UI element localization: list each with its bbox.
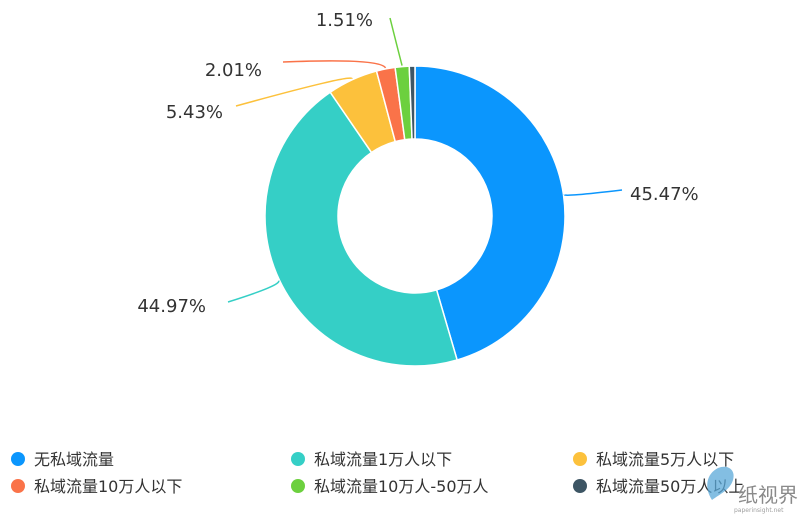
legend-label-3: 私域流量5万人以下 [596, 450, 734, 469]
legend-item-1[interactable]: 无私域流量 [11, 450, 114, 469]
leader-line-2 [227, 279, 280, 303]
value-label-5: 1.51% [316, 10, 373, 31]
watermark-logo: 纸视界 paperinsight.net [707, 466, 798, 514]
legend-item-6[interactable]: 私域流量50万人以上 [573, 477, 744, 496]
leader-line-1 [563, 189, 623, 196]
slice-slice-6[interactable] [408, 65, 416, 140]
value-label-2: 44.97% [137, 296, 206, 317]
leader-line-5 [389, 17, 403, 66]
legend-label-2: 私域流量1万人以下 [314, 450, 452, 469]
legend-marker-4 [11, 479, 25, 493]
value-label-4: 2.01% [205, 60, 262, 81]
leader-line-3 [235, 77, 353, 107]
watermark-leaf-icon [707, 466, 734, 500]
leader-line-group [227, 17, 623, 303]
value-label-1: 45.47% [630, 184, 699, 205]
legend-marker-6 [573, 479, 587, 493]
legend-item-4[interactable]: 私域流量10万人以下 [11, 477, 182, 496]
legend-label-4: 私域流量10万人以下 [34, 477, 182, 496]
watermark-url: paperinsight.net [734, 507, 784, 514]
legend-label-5: 私域流量10万人-50万人 [314, 477, 489, 496]
slice-slice-1[interactable] [414, 65, 566, 361]
legend-item-5[interactable]: 私域流量10万人-50万人 [291, 477, 489, 496]
leader-line-4 [282, 60, 387, 69]
legend-marker-3 [573, 452, 587, 466]
legend-label-1: 无私域流量 [34, 450, 114, 469]
value-label-3: 5.43% [166, 102, 223, 123]
legend-label-6: 私域流量50万人以上 [596, 477, 744, 496]
legend-item-3[interactable]: 私域流量5万人以下 [573, 450, 734, 469]
legend-marker-1 [11, 452, 25, 466]
slice-group [264, 65, 566, 367]
watermark-logo-text: 纸视界 [738, 483, 798, 507]
legend-marker-2 [291, 452, 305, 466]
legend-marker-5 [291, 479, 305, 493]
slice-slice-2[interactable] [264, 91, 459, 367]
label-group: 45.47% 44.97% 5.43% 2.01% 1.51% [137, 10, 698, 317]
legend-item-2[interactable]: 私域流量1万人以下 [291, 450, 452, 469]
